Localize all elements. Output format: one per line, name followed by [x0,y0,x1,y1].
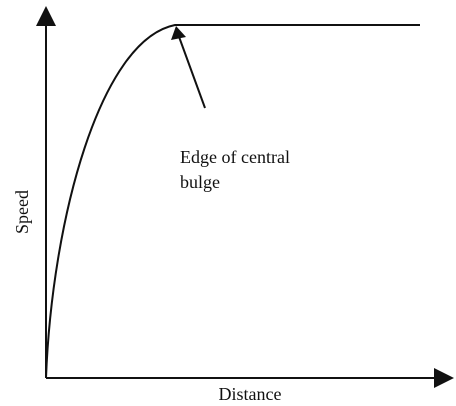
annotation-line: bulge [180,172,220,192]
annotation-arrow [177,33,206,109]
y-axis-arrow [36,6,56,26]
x-axis-label: Distance [219,384,282,404]
rotation-curve [45,24,420,379]
annotation-line: Edge of central [180,147,290,167]
y-axis-label: Speed [12,190,32,234]
annotation-arrowhead [171,26,186,40]
x-axis-arrow [434,368,454,388]
